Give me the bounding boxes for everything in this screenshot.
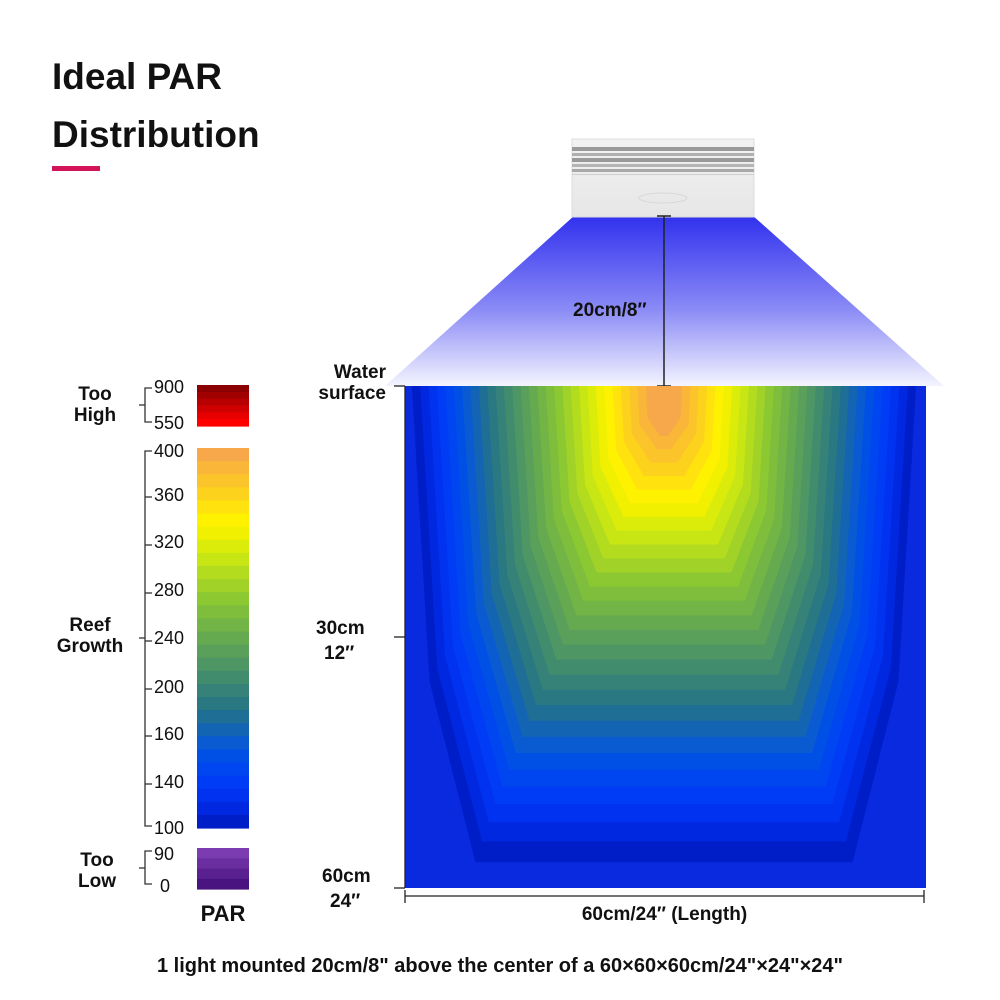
legend-color-stripe: [197, 848, 249, 859]
tank-par-heatmap: [405, 386, 926, 888]
page-title: Ideal PAR Distribution: [52, 48, 260, 164]
legend-color-stripe: [197, 565, 249, 580]
legend-tick: 240: [154, 628, 185, 648]
figure-caption: 1 light mounted 20cm/8" above the center…: [156, 955, 844, 977]
light-distance-label: 20cm/8″: [573, 300, 647, 321]
legend-tick: 280: [154, 580, 185, 600]
legend-color-stripe: [197, 448, 249, 462]
legend-color-stripe: [197, 814, 249, 829]
legend-group-too-high: Too High: [73, 384, 117, 426]
legend-color-stripe: [197, 644, 249, 659]
legend-tick: 550: [154, 413, 185, 433]
legend-color-stripe: [197, 618, 249, 633]
legend-color-stripe: [197, 878, 249, 890]
legend-color-stripe: [197, 788, 249, 803]
tank-length-label: 60cm/24″ (Length): [581, 904, 748, 925]
legend-unit-label: PAR: [200, 901, 246, 926]
bracket-reef-growth: [144, 450, 152, 827]
legend-color-stripe: [197, 526, 249, 541]
legend-color-stripe: [197, 474, 249, 488]
par-contour-band: [646, 386, 682, 436]
legend-tick: 100: [154, 818, 185, 838]
light-fixture-icon: [571, 138, 755, 218]
legend-color-stripe: [197, 385, 249, 393]
legend-color-stripe: [197, 461, 249, 475]
title-line-1: Ideal PAR: [52, 56, 222, 97]
legend-color-stripe: [197, 398, 249, 407]
legend-color-stripe: [197, 391, 249, 400]
legend-color-stripe: [197, 552, 249, 567]
legend-bar-too-high: [197, 385, 249, 427]
title-underline: [52, 166, 100, 171]
legend-color-stripe: [197, 736, 249, 750]
legend-group-too-low: Too Low: [78, 850, 116, 892]
legend-tick: 90: [154, 844, 175, 864]
legend-color-stripe: [197, 723, 249, 737]
legend-tick: 160: [154, 724, 185, 744]
bracket-too-high: [144, 387, 152, 423]
legend-color-stripe: [197, 801, 249, 816]
legend-color-stripe: [197, 657, 249, 672]
legend-color-stripe: [197, 405, 249, 413]
legend-color-stripe: [197, 487, 249, 502]
legend-color-stripe: [197, 696, 249, 711]
legend-tick: 0: [160, 876, 171, 896]
legend-color-stripe: [197, 762, 249, 777]
legend-color-stripe: [197, 749, 249, 764]
legend-color-stripe: [197, 419, 249, 427]
legend-color-stripe: [197, 858, 249, 870]
legend-color-stripe: [197, 539, 249, 554]
legend-tick: 400: [154, 441, 185, 461]
legend-tick: 900: [154, 377, 185, 397]
legend-color-stripe: [197, 412, 249, 420]
legend-color-stripe: [197, 500, 249, 515]
legend-color-stripe: [197, 631, 249, 646]
legend-color-stripe: [197, 605, 249, 619]
water-surface-label: Water surface: [318, 362, 386, 404]
mid-depth-label: 30cm 12″: [316, 618, 365, 664]
legend-tick: 320: [154, 532, 185, 552]
bracket-too-low: [144, 850, 152, 885]
legend-bar-too-low: [197, 848, 249, 890]
legend-color-stripe: [197, 868, 249, 880]
legend-color-stripe: [197, 710, 249, 724]
legend-color-stripe: [197, 592, 249, 606]
legend-group-reef-growth: Reef Growth: [56, 615, 124, 657]
legend-color-stripe: [197, 670, 249, 685]
legend-color-stripe: [197, 683, 249, 698]
legend-color-stripe: [197, 513, 249, 528]
legend-tick: 360: [154, 485, 185, 505]
legend-color-stripe: [197, 775, 249, 790]
legend-tick: 140: [154, 772, 185, 792]
title-line-2: Distribution: [52, 114, 260, 155]
bottom-depth-label: 60cm 24″: [322, 866, 371, 912]
legend-color-stripe: [197, 579, 249, 593]
legend-bar-reef-growth: [197, 448, 249, 829]
legend-tick: 200: [154, 677, 185, 697]
